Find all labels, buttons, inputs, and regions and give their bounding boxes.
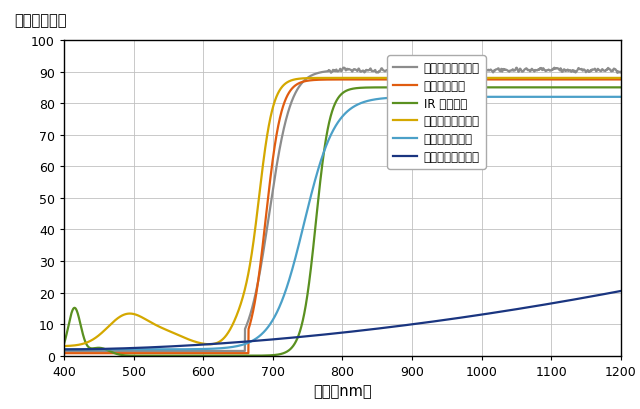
Line: IR センサー: IR センサー <box>64 88 621 356</box>
IR センサー <box>124 353 131 358</box>
Text: 透過率（％）: 透過率（％） <box>14 13 67 28</box>
人感センサー <box>546 78 554 83</box>
眼紋認証センサー <box>60 344 68 348</box>
カメラセンサー <box>617 95 625 100</box>
人感センサー <box>546 78 554 83</box>
環境明暗センサー <box>617 289 625 294</box>
IR センサー <box>617 85 625 90</box>
IR センサー <box>60 342 68 346</box>
IR センサー <box>298 322 306 327</box>
眼紋認証センサー <box>511 76 518 81</box>
環境の熱センサー <box>60 348 68 353</box>
人感センサー <box>606 78 614 83</box>
Line: 環境の熱センサー: 環境の熱センサー <box>64 68 621 351</box>
IR センサー <box>161 353 168 358</box>
人感センサー <box>617 78 625 83</box>
眼紋認証センサー <box>546 76 554 81</box>
環境の熱センサー <box>157 348 164 353</box>
IR センサー <box>606 85 614 90</box>
眼紋認証センサー <box>606 76 614 81</box>
人感センサー <box>274 128 282 133</box>
カメラセンサー <box>60 347 68 352</box>
環境の熱センサー <box>606 68 614 73</box>
カメラセンサー <box>606 95 614 100</box>
環境明暗センサー <box>124 346 131 351</box>
カメラセンサー <box>124 347 131 352</box>
Line: 人感センサー: 人感センサー <box>64 80 621 353</box>
人感センサー <box>60 351 68 356</box>
眼紋認証センサー <box>298 77 305 82</box>
X-axis label: 波長（nm）: 波長（nm） <box>313 383 372 398</box>
カメラセンサー <box>274 309 282 314</box>
環境の熱センサー <box>546 69 554 74</box>
IR センサー <box>274 352 282 357</box>
カメラセンサー <box>157 347 164 352</box>
Legend: 環境の熱センサー, 人感センサー, IR センサー, 眼紋認証センサー, カメラセンサー, 環境明暗センサー: 環境の熱センサー, 人感センサー, IR センサー, 眼紋認証センサー, カメラ… <box>387 56 486 169</box>
人感センサー <box>157 351 164 356</box>
Line: 環境明暗センサー: 環境明暗センサー <box>64 291 621 350</box>
IR センサー <box>568 85 575 90</box>
カメラセンサー <box>298 231 305 236</box>
環境明暗センサー <box>274 337 282 342</box>
環境明暗センサー <box>60 347 68 352</box>
環境の熱センサー <box>617 71 625 76</box>
環境の熱センサー <box>274 159 282 164</box>
環境明暗センサー <box>298 335 305 339</box>
環境の熱センサー <box>339 66 347 71</box>
人感センサー <box>124 351 131 356</box>
眼紋認証センサー <box>157 325 164 330</box>
カメラセンサー <box>546 95 554 100</box>
Line: 眼紋認証センサー: 眼紋認証センサー <box>64 79 621 346</box>
人感センサー <box>298 81 305 85</box>
眼紋認証センサー <box>124 312 131 317</box>
IR センサー <box>157 353 164 358</box>
Line: カメラセンサー: カメラセンサー <box>64 98 621 350</box>
環境明暗センサー <box>606 291 614 296</box>
環境明暗センサー <box>546 301 554 306</box>
環境の熱センサー <box>298 82 305 87</box>
眼紋認証センサー <box>274 92 282 97</box>
IR センサー <box>546 86 554 91</box>
環境の熱センサー <box>124 348 131 353</box>
眼紋認証センサー <box>617 76 625 81</box>
環境明暗センサー <box>157 345 164 350</box>
